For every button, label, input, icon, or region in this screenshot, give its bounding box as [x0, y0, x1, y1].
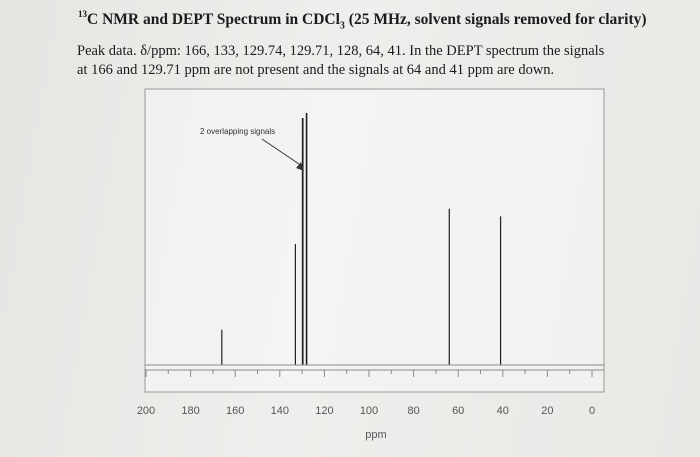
description-line-2: at 166 and 129.71 ppm are not present an… [77, 62, 555, 78]
x-axis-ticks: 200 180 160 140 120 100 80 60 40 20 0 [137, 370, 595, 417]
x-tick-label-20: 20 [541, 405, 553, 417]
x-tick-label-60: 60 [452, 405, 464, 417]
x-tick-label-80: 80 [407, 405, 419, 417]
x-tick-label-180: 180 [181, 405, 199, 417]
x-axis-label: ppm [365, 429, 386, 441]
x-tick-label-120: 120 [315, 405, 333, 417]
x-tick-label-40: 40 [497, 405, 509, 417]
title-subscript: 3 [339, 20, 345, 32]
x-tick-label-200: 200 [137, 405, 155, 417]
overlap-annotation: 2 overlapping signals [200, 127, 275, 136]
title-rest: (25 MHz, solvent signals removed for cla… [344, 11, 647, 29]
peaks-group [221, 113, 502, 365]
peak-description: Peak data. δ/ppm: 166, 133, 129.74, 129.… [77, 42, 677, 80]
description-line-1: Peak data. δ/ppm: 166, 133, 129.74, 129.… [77, 43, 605, 59]
annotation-arrowhead [296, 162, 304, 171]
x-tick-label-0: 0 [589, 405, 595, 417]
title-main: C NMR and DEPT Spectrum in CDCl [87, 11, 340, 29]
x-tick-label-160: 160 [226, 405, 244, 417]
title-superscript: 13 [78, 9, 87, 19]
annotation-arrow [261, 138, 300, 165]
x-tick-label-140: 140 [271, 405, 289, 417]
page-title: 13C NMR and DEPT Spectrum in CDCl3 (25 M… [78, 9, 647, 32]
x-tick-label-100: 100 [360, 405, 378, 417]
